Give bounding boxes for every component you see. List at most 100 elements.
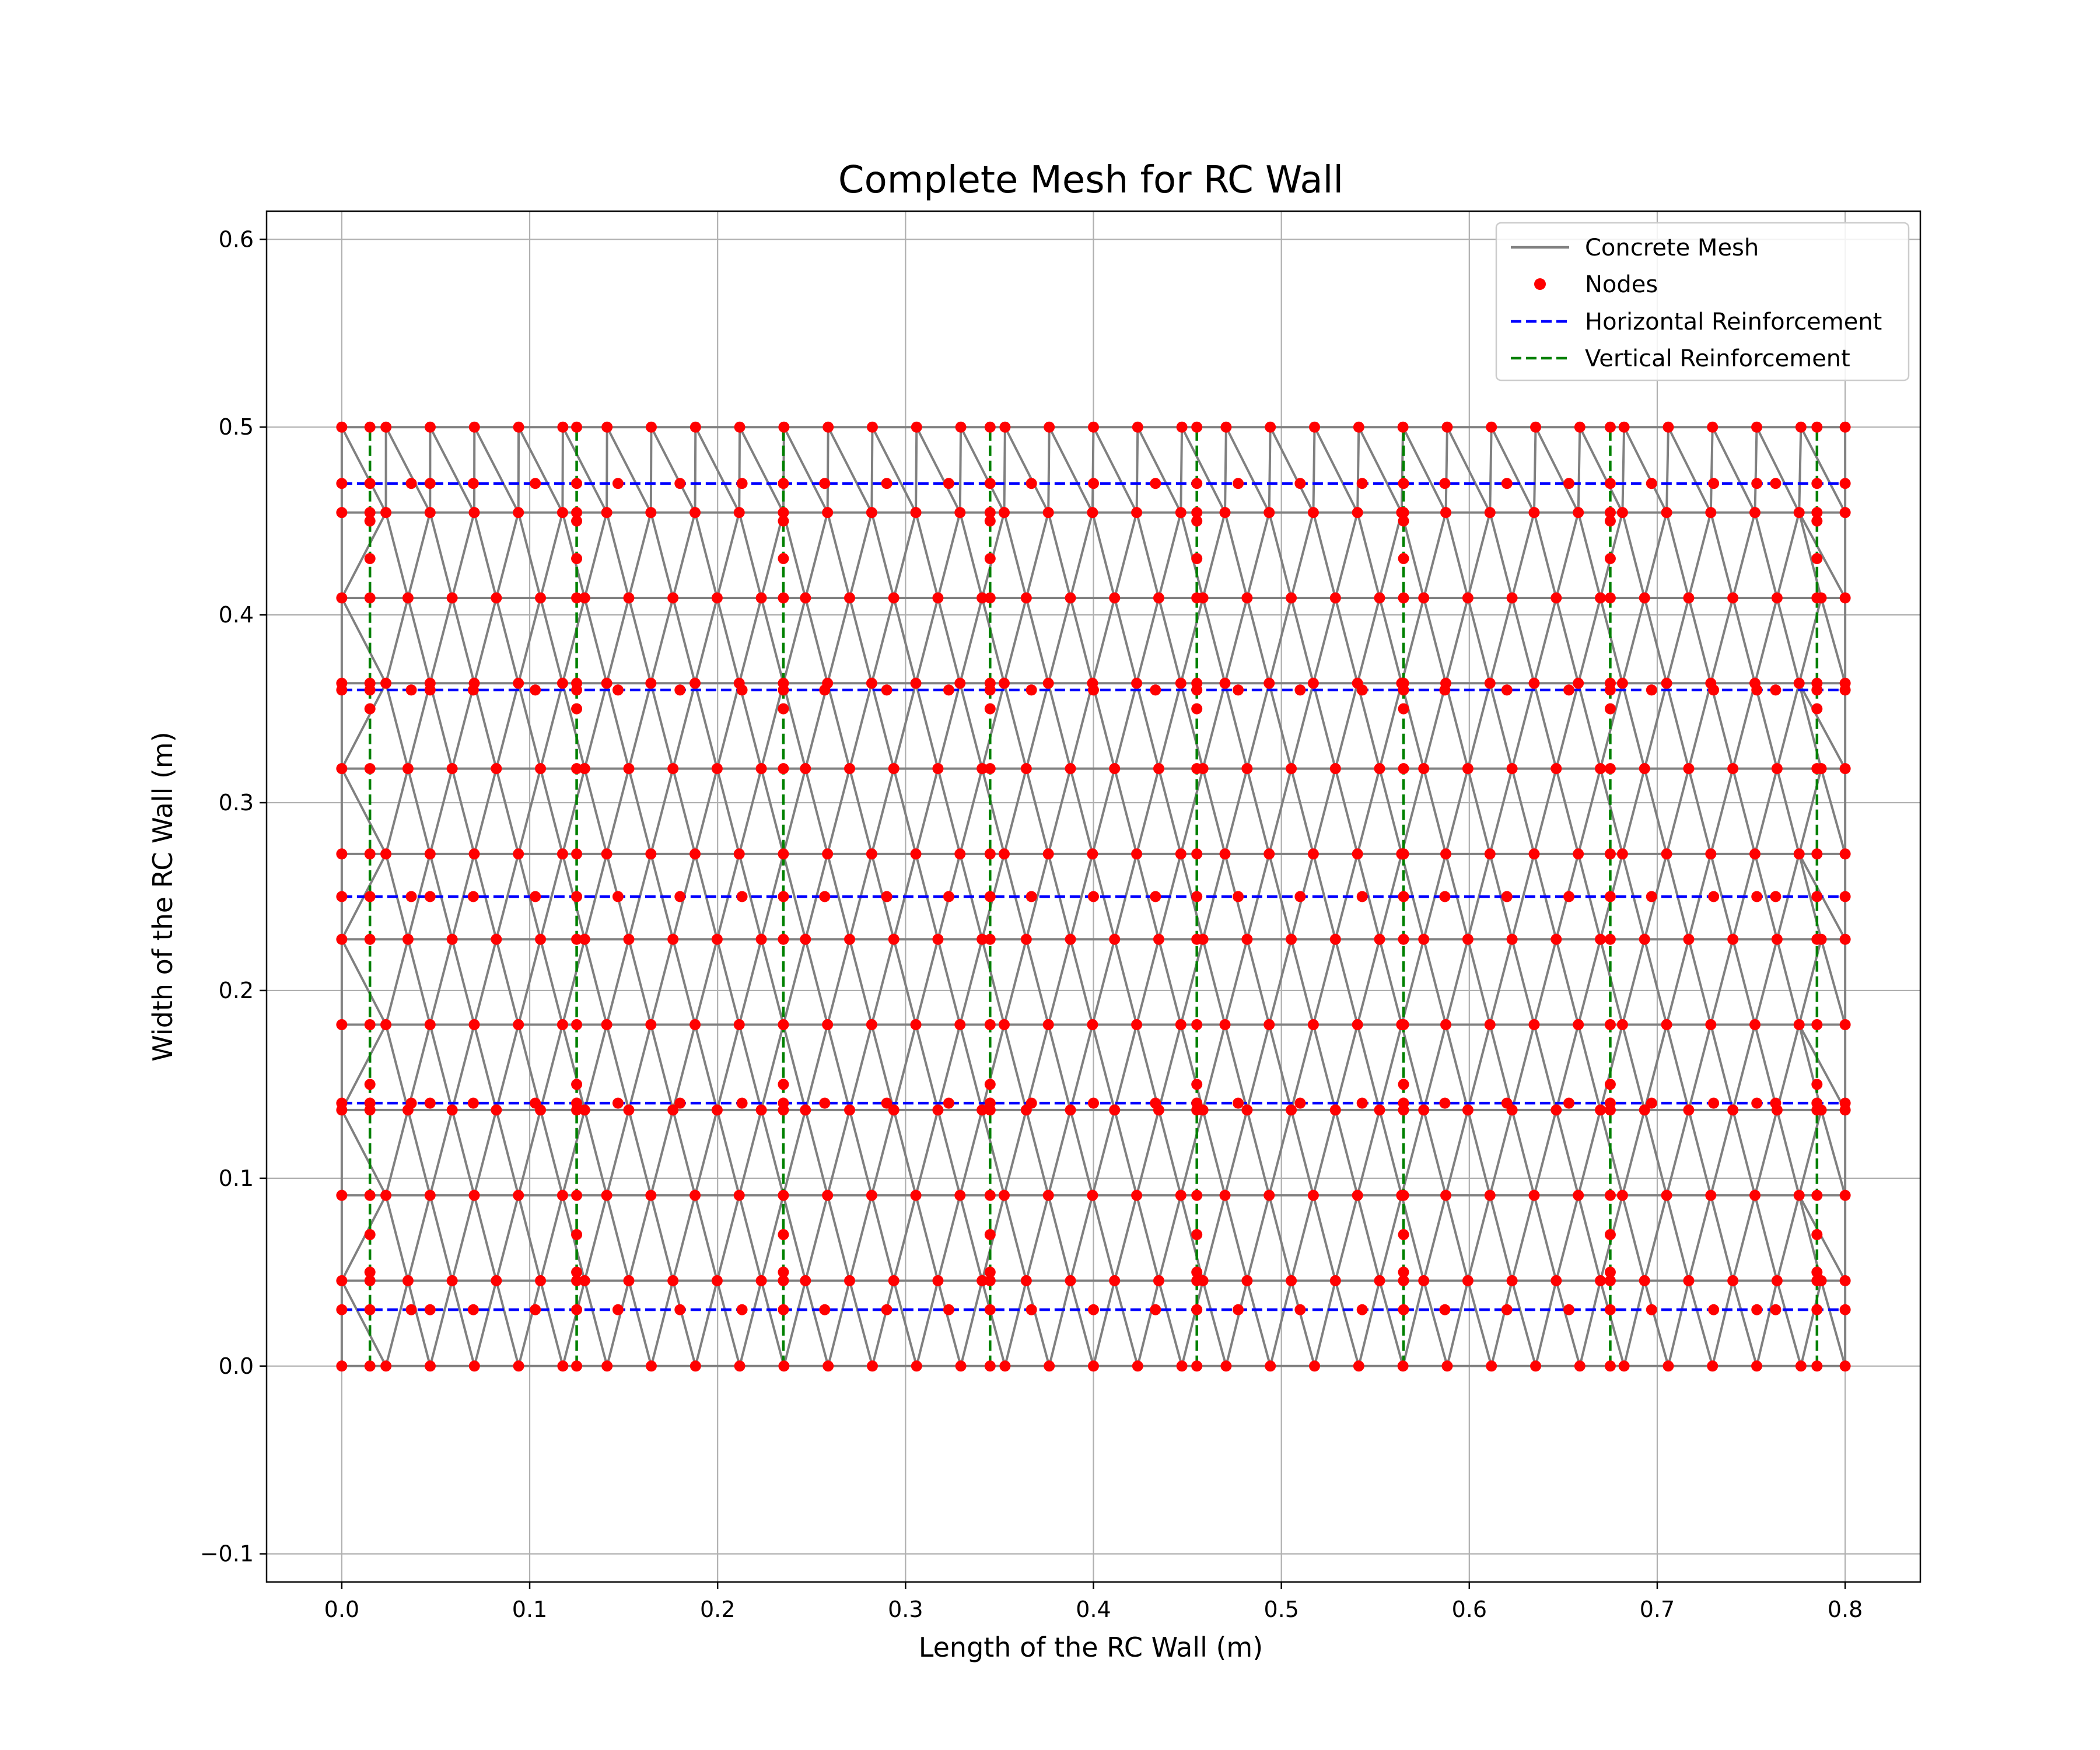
mesh-node [623, 933, 635, 945]
mesh-edge [1157, 596, 1182, 685]
mesh-edge [1268, 426, 1272, 514]
mesh-edge [804, 682, 829, 770]
mesh-edge [1003, 682, 1028, 770]
mesh-edge [1091, 1108, 1116, 1197]
mesh-node [1749, 507, 1760, 519]
mesh-edge [539, 852, 564, 941]
mesh-node [955, 1360, 967, 1372]
y-tick-label: 0.1 [219, 1166, 254, 1191]
mesh-edge [1731, 1108, 1756, 1197]
mesh-edge [517, 511, 542, 599]
mesh-edge [1511, 1023, 1535, 1111]
rebar-node [364, 1079, 376, 1090]
rebar-node [1191, 478, 1203, 489]
mesh-edge [1466, 1023, 1492, 1111]
rebar-node [405, 684, 417, 696]
rebar-node [405, 1304, 417, 1315]
rebar-node [1839, 1097, 1851, 1109]
rebar-node [612, 891, 624, 902]
mesh-edge [1643, 596, 1668, 685]
mesh-node [402, 592, 414, 604]
mesh-node [535, 1275, 547, 1286]
mesh-node [1307, 507, 1319, 519]
rebar-node [1811, 848, 1823, 860]
mesh-node [1839, 421, 1851, 433]
mesh-edge [1665, 426, 1670, 514]
mesh-node [579, 933, 590, 945]
mesh-node [336, 848, 348, 860]
mesh-edge [539, 682, 564, 770]
mesh-edge [1069, 1194, 1094, 1282]
mesh-node [932, 1275, 944, 1286]
mesh-node [380, 421, 392, 433]
mesh-node [1219, 677, 1231, 689]
mesh-node [556, 848, 568, 860]
rebar-node [881, 684, 892, 696]
rebar-node [1839, 1304, 1851, 1315]
mesh-node [1265, 1360, 1276, 1372]
rebar-node [1294, 1097, 1306, 1109]
mesh-edge [1400, 1023, 1425, 1111]
mesh-edge [1466, 596, 1492, 685]
mesh-edge [1113, 682, 1138, 770]
mesh-edge [1402, 1279, 1425, 1367]
mesh-edge [1532, 1108, 1558, 1197]
mesh-edge [1444, 938, 1469, 1026]
rebar-node [984, 848, 996, 860]
mesh-node [1484, 1189, 1496, 1201]
rebar-node [984, 1104, 996, 1116]
rebar-node [571, 1304, 583, 1315]
mesh-edge [804, 1108, 829, 1197]
mesh-edge [429, 511, 454, 599]
rebar-node [1811, 677, 1823, 689]
mesh-edge [1157, 682, 1182, 770]
mesh-edge [451, 1279, 476, 1367]
mesh-edge [1157, 767, 1182, 855]
mesh-node [844, 1275, 855, 1286]
mesh-node [1707, 1360, 1718, 1372]
mesh-edge [827, 1279, 851, 1367]
mesh-edge [694, 1108, 719, 1197]
mesh-edge [1356, 1194, 1381, 1282]
rebar-node [1294, 684, 1306, 696]
mesh-edge [1466, 511, 1492, 599]
rebar-node [1811, 763, 1823, 775]
mesh-edge [1113, 1108, 1138, 1197]
mesh-node [1771, 933, 1783, 945]
mesh-edge [981, 767, 1006, 855]
mesh-edge [1157, 938, 1182, 1026]
mesh-edge [495, 511, 520, 599]
rebar-node [336, 684, 348, 696]
rebar-node [778, 703, 789, 715]
mesh-edge [473, 1108, 498, 1197]
mesh-node [1241, 1104, 1253, 1116]
mesh-edge [1378, 1108, 1403, 1197]
mesh-node [1839, 763, 1851, 775]
mesh-node [1044, 1360, 1055, 1372]
mesh-node [1353, 421, 1364, 433]
rebar-node [1191, 891, 1203, 902]
mesh-edge [1245, 938, 1270, 1026]
mesh-edge [1356, 1023, 1381, 1111]
mesh-edge [958, 1023, 984, 1111]
mesh-edge [340, 511, 387, 599]
mesh-node [1705, 1019, 1717, 1031]
mesh-edge [760, 1194, 785, 1282]
rebar-node [1604, 1104, 1616, 1116]
mesh-node [1528, 1189, 1540, 1201]
mesh-edge [451, 1194, 475, 1282]
rebar-node [1088, 478, 1099, 489]
mesh-node [800, 1104, 811, 1116]
mesh-edge [1711, 1279, 1734, 1367]
mesh-node [1175, 507, 1186, 519]
mesh-edge [958, 1194, 984, 1282]
rebar-node [1233, 1097, 1244, 1109]
mesh-edge [451, 767, 475, 855]
y-axis-ticks: −0.1 0.0 0.1 0.2 0.3 0.4 0.5 0.6 [200, 226, 267, 1567]
mesh-node [1109, 933, 1121, 945]
mesh-edge [1667, 1279, 1690, 1367]
mesh-node [446, 1275, 458, 1286]
rebar-node [1811, 1104, 1823, 1116]
mesh-edge [451, 1023, 475, 1111]
rebar-node [1501, 684, 1513, 696]
